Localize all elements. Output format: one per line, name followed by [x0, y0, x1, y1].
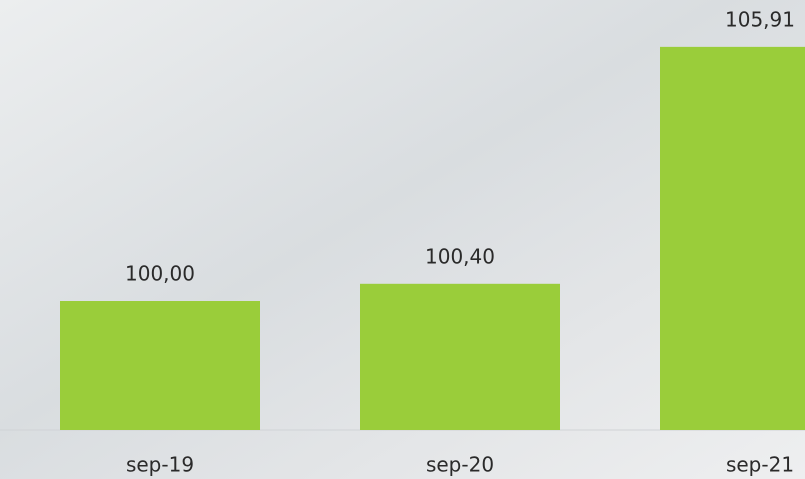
bar [660, 46, 805, 431]
x-tick-label: sep-19 [126, 453, 194, 477]
value-label: 105,91 [725, 7, 795, 31]
x-tick-label: sep-21 [726, 453, 794, 477]
x-tick-label: sep-20 [426, 453, 494, 477]
bar [360, 283, 560, 430]
value-label: 100,00 [125, 262, 195, 286]
value-label: 100,40 [425, 244, 495, 268]
bar [60, 301, 260, 430]
